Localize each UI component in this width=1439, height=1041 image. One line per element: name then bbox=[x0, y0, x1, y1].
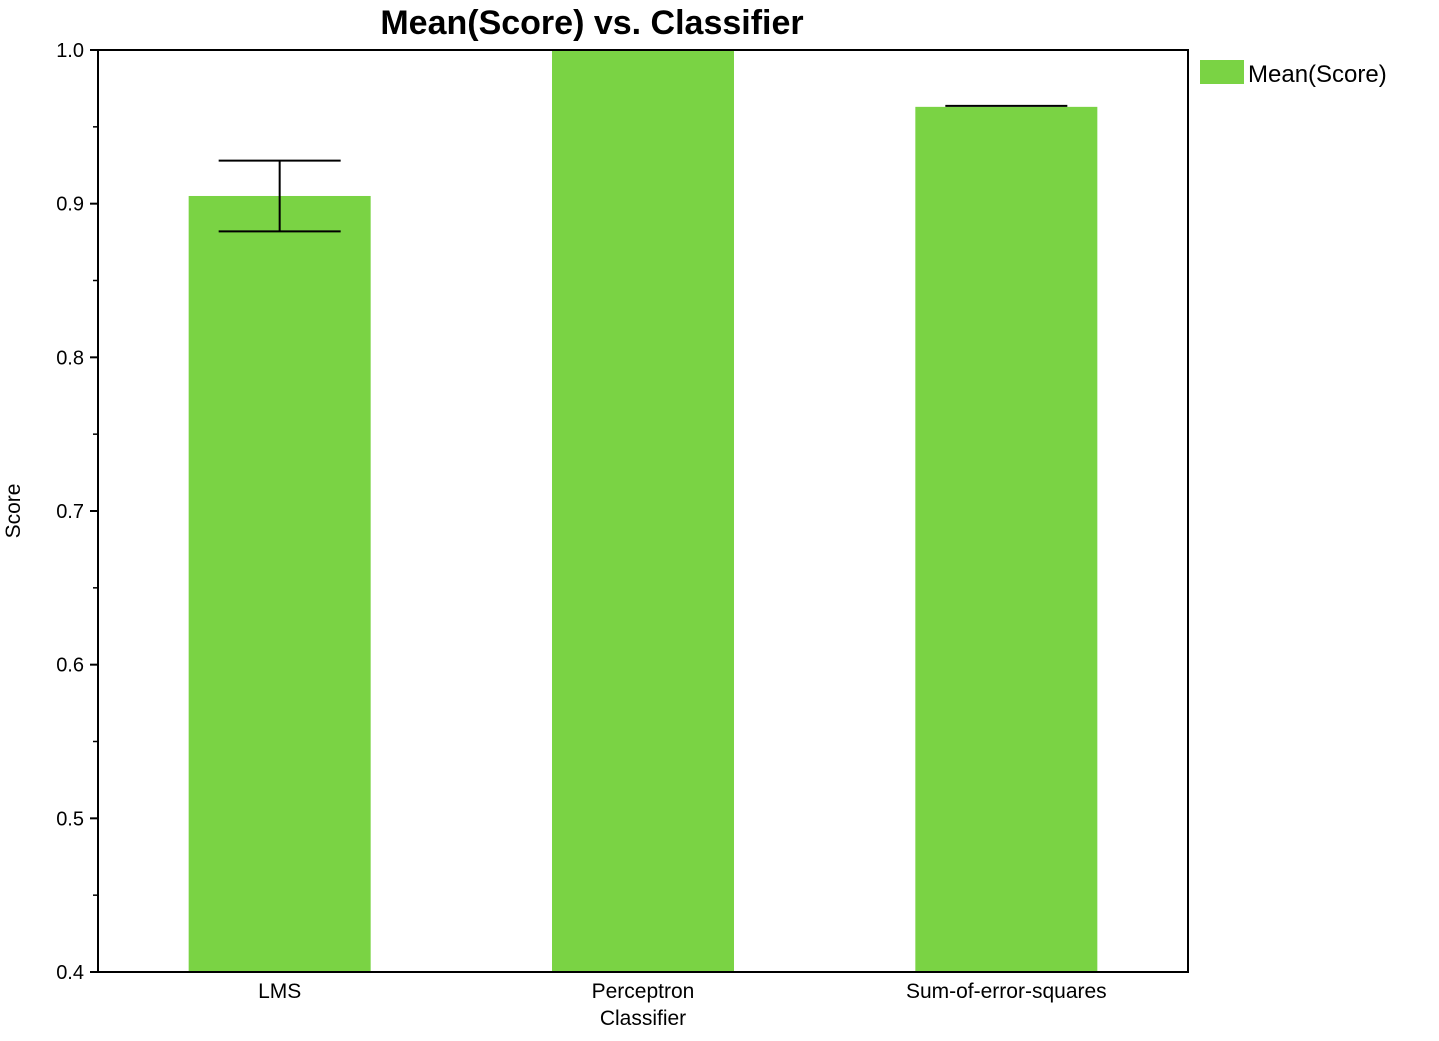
bars-group bbox=[188, 50, 1098, 972]
x-tick-label: Perceptron Classifier bbox=[592, 980, 695, 1030]
y-tick-label: 0.8 bbox=[56, 347, 84, 369]
bar bbox=[188, 195, 371, 972]
y-tick-label: 0.7 bbox=[56, 501, 84, 523]
error-bars-group bbox=[218, 104, 1068, 233]
legend-label: Mean(Score) bbox=[1248, 61, 1387, 88]
x-axis-labels: LMS Perceptron Classifier Sum-of-error-squa… bbox=[258, 980, 1107, 1030]
y-tick-label: 0.5 bbox=[56, 808, 84, 830]
x-tick-label: Sum-of-error-squares bbox=[906, 980, 1107, 1003]
bar bbox=[552, 50, 734, 972]
chart-title: Mean(Score) vs. Classifier bbox=[380, 4, 803, 42]
y-axis-label: Score bbox=[2, 484, 25, 539]
y-tick-label: 0.9 bbox=[56, 194, 84, 216]
x-tick-label: LMS bbox=[258, 980, 301, 1003]
y-tick-label: 0.4 bbox=[56, 962, 84, 984]
y-tick-label: 1.0 bbox=[56, 40, 84, 62]
legend-swatch bbox=[1200, 60, 1244, 84]
y-axis-ticks: 0.4 0.5 0.6 0.7 0.8 0.9 1.0 bbox=[56, 40, 98, 984]
y-tick-label: 0.6 bbox=[56, 655, 84, 677]
legend: Mean(Score) bbox=[1200, 60, 1387, 88]
bar bbox=[915, 106, 1098, 972]
